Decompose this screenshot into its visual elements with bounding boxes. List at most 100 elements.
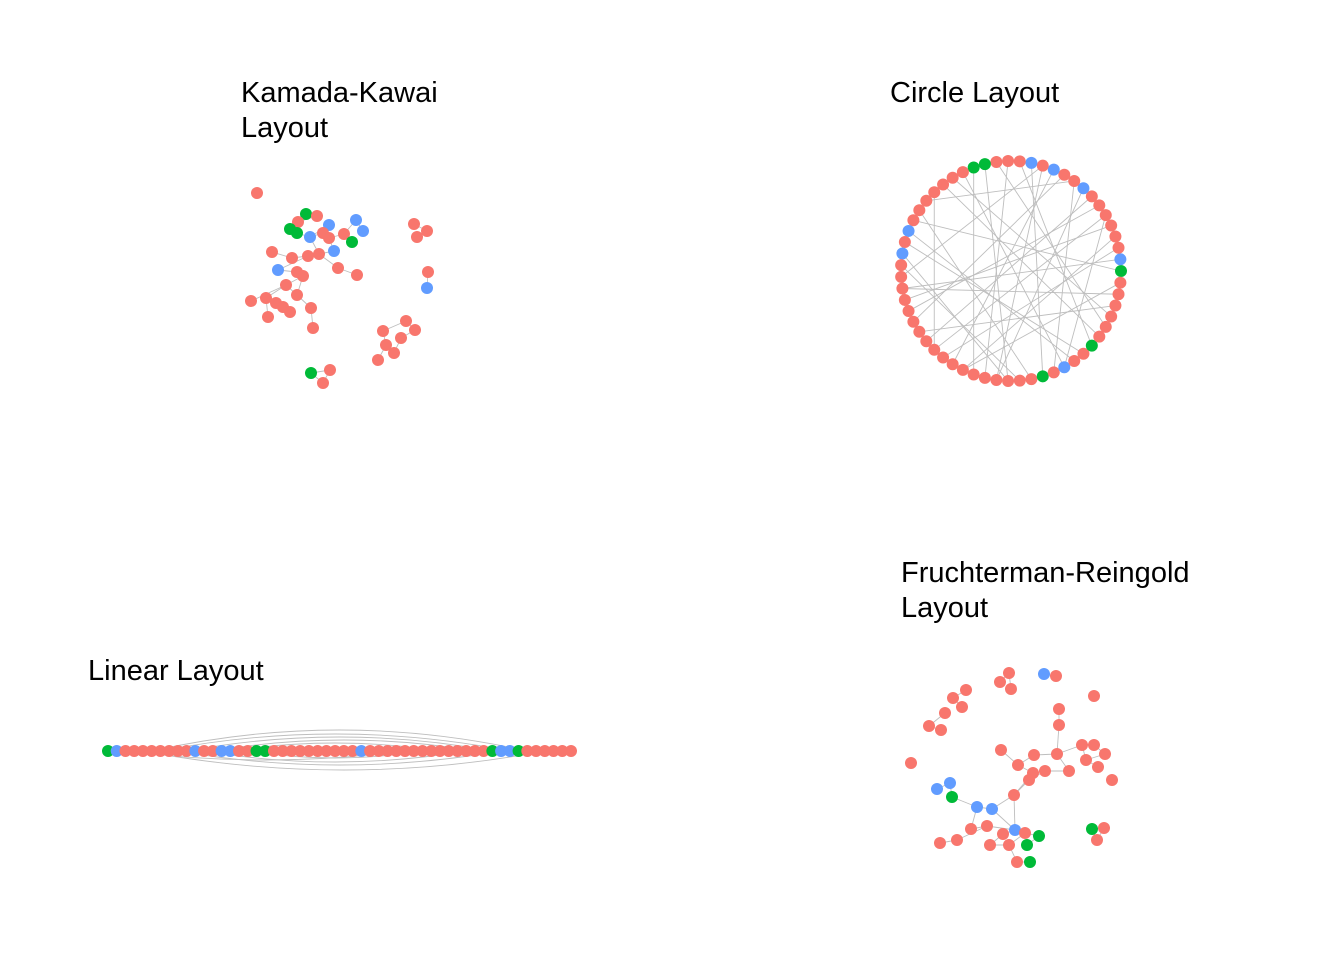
linear-node: [329, 745, 342, 757]
fr-node: [944, 777, 956, 789]
linear-node: [407, 745, 420, 757]
fr-node: [1050, 670, 1062, 682]
fr-node: [1092, 761, 1104, 773]
linear-edge: [177, 750, 502, 766]
kk-node: [324, 364, 336, 376]
linear-node: [294, 745, 307, 757]
kamada-kawai-network: [245, 187, 434, 389]
fr-node: [1053, 719, 1065, 731]
linear-node: [381, 745, 394, 757]
linear-node: [110, 745, 123, 757]
linear-edge: [186, 736, 493, 752]
circle-node: [1112, 288, 1125, 301]
circle-node: [1109, 299, 1122, 312]
circle-layout-network: [895, 155, 1127, 387]
linear-nodes: [102, 745, 577, 757]
linear-node: [425, 745, 438, 757]
fr-node: [1028, 749, 1040, 761]
circle-node: [1112, 241, 1125, 254]
fr-node: [1019, 827, 1031, 839]
circle-edge: [984, 160, 1009, 378]
circle-node: [1099, 320, 1112, 333]
circle-node: [1013, 374, 1026, 387]
circle-edge: [900, 165, 1044, 278]
circle-node: [920, 194, 933, 207]
kamada-kawai-title-line-1: Kamada-Kawai: [241, 77, 438, 109]
circle-node: [1047, 366, 1060, 379]
circle-node: [1036, 370, 1049, 383]
kk-node: [262, 311, 274, 323]
circle-node: [1085, 339, 1098, 352]
linear-node: [337, 745, 350, 757]
linear-layout-network: [102, 729, 577, 771]
kk-node: [245, 295, 257, 307]
linear-edge: [151, 729, 528, 752]
fruchterman-reingold-network: [905, 667, 1118, 868]
fr-node: [1106, 774, 1118, 786]
linear-node: [171, 745, 184, 757]
linear-node: [547, 745, 560, 757]
linear-node: [136, 745, 149, 757]
linear-node: [189, 745, 202, 757]
kk-node: [260, 292, 272, 304]
circle-node: [990, 374, 1003, 387]
linear-node: [241, 745, 254, 757]
fr-node: [1091, 834, 1103, 846]
fr-node: [1076, 739, 1088, 751]
circle-node: [1068, 174, 1081, 187]
circle-node: [907, 214, 920, 227]
circle-edge: [962, 171, 1065, 368]
circle-node: [1099, 209, 1112, 222]
circle-node: [898, 293, 911, 306]
circle-node: [1013, 155, 1026, 168]
circle-node: [1115, 265, 1127, 277]
kk-node: [408, 218, 420, 230]
circle-edge: [926, 196, 1093, 342]
kk-node: [395, 332, 407, 344]
circle-node: [920, 335, 933, 348]
circle-node: [913, 325, 926, 338]
kk-node: [421, 282, 433, 294]
fr-node: [971, 801, 983, 813]
kk-node: [313, 248, 325, 260]
fr-node: [994, 676, 1006, 688]
linear-node: [565, 745, 577, 757]
fr-node: [1063, 765, 1075, 777]
fr-node: [946, 791, 958, 803]
circle-node: [1085, 190, 1098, 203]
kk-node: [266, 246, 278, 258]
circle-node: [1093, 199, 1106, 212]
circle-edge: [995, 188, 1084, 381]
circle-layout-title: Circle Layout: [890, 76, 1059, 111]
circle-node: [990, 155, 1003, 168]
kk-node: [317, 377, 329, 389]
fr-node: [1080, 754, 1092, 766]
linear-node: [224, 745, 237, 757]
fr-node: [935, 724, 947, 736]
linear-node: [390, 745, 403, 757]
kk-node: [422, 266, 434, 278]
circle-edge: [902, 288, 1119, 295]
fr-node: [986, 803, 998, 815]
linear-node: [372, 745, 385, 757]
fr-node: [995, 744, 1007, 756]
linear-node: [259, 745, 272, 757]
circle-edge: [904, 241, 1084, 355]
linear-node: [556, 745, 569, 757]
circle-node: [1114, 276, 1127, 289]
circle-node: [1077, 347, 1090, 360]
fr-node: [951, 834, 963, 846]
circle-node: [967, 161, 980, 174]
kk-node: [307, 322, 319, 334]
kk-node: [377, 325, 389, 337]
linear-node: [163, 745, 176, 757]
circle-node: [1047, 163, 1060, 176]
kk-node: [323, 232, 335, 244]
circle-layout-title-line-1: Circle Layout: [890, 77, 1060, 109]
fr-node: [1099, 748, 1111, 760]
kk-node: [357, 225, 369, 237]
linear-node: [477, 745, 490, 757]
linear-layout-title: Linear Layout: [88, 654, 264, 689]
kk-node: [411, 231, 423, 243]
linear-node: [206, 745, 219, 757]
